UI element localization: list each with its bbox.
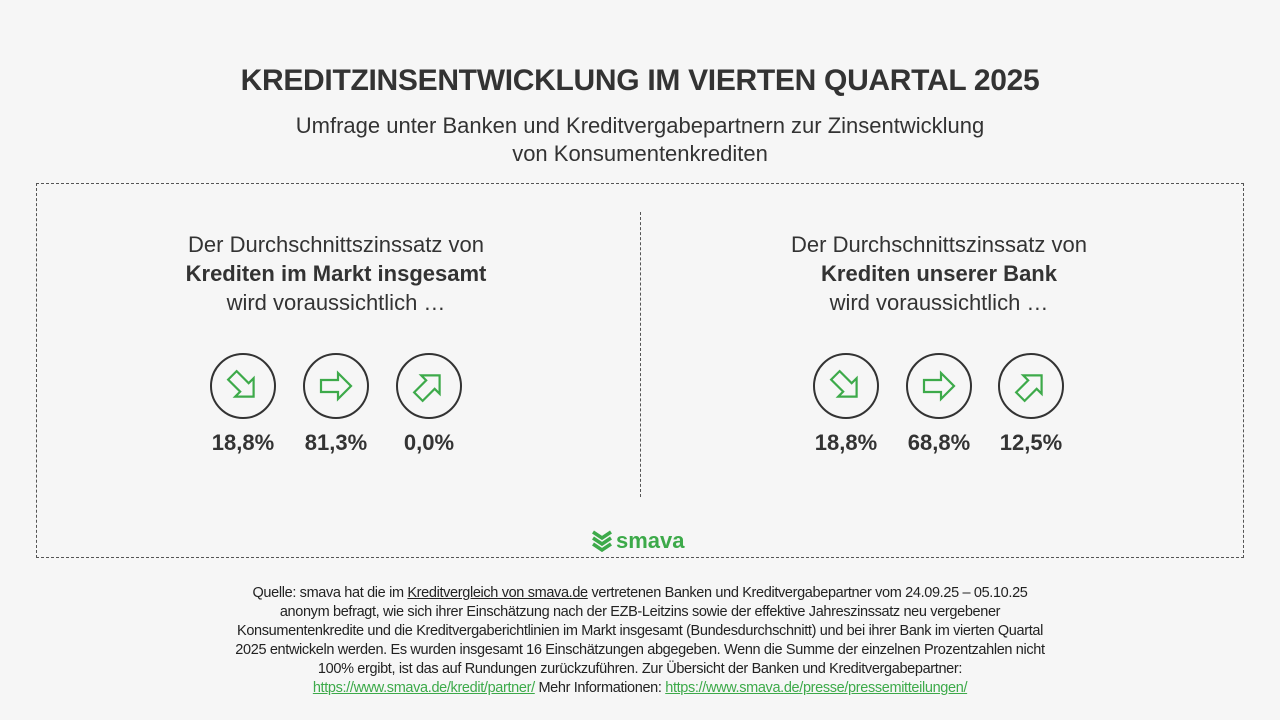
market-panel-heading: Der Durchschnittszinssatz von Krediten i… <box>136 230 536 317</box>
heading-line: Der Durchschnittszinssatz von <box>188 232 484 257</box>
smava-logo: smava <box>592 528 685 554</box>
heading-emphasis: Krediten im Markt insgesamt <box>185 261 487 286</box>
bank-increase-pct: 12,5% <box>999 430 1063 455</box>
market-stable-pct: 81,3% <box>304 430 368 455</box>
footnote-text: vertretenen Banken und Kreditvergabepart… <box>587 585 1028 601</box>
market-increase-pct: 0,0% <box>403 430 455 455</box>
bank-panel-heading: Der Durchschnittszinssatz von Krediten u… <box>739 230 1139 317</box>
footnote-text: Konsumentenkredite und die Kreditvergabe… <box>237 623 1043 639</box>
source-footnote: Quelle: smava hat die im Kreditvergleich… <box>0 584 1280 698</box>
partner-link[interactable]: https://www.smava.de/kredit/partner/ <box>312 680 535 696</box>
heading-line: wird voraussichtlich … <box>829 290 1049 315</box>
heading-line: Der Durchschnittszinssatz von <box>791 232 1087 257</box>
subtitle-line: Umfrage unter Banken und Kreditvergabepa… <box>295 113 985 138</box>
arrow-right-icon <box>906 353 972 419</box>
smava-chevrons-icon <box>592 530 612 552</box>
footnote-text: Quelle: smava hat die im <box>252 585 408 601</box>
press-link[interactable]: https://www.smava.de/presse/pressemittei… <box>665 680 968 696</box>
market-decrease-pct: 18,8% <box>211 430 275 455</box>
footnote-text: 2025 entwickeln werden. Es wurden insges… <box>235 642 1045 658</box>
arrow-up-right-icon <box>998 353 1064 419</box>
content-frame <box>36 183 1244 558</box>
arrow-right-icon <box>303 353 369 419</box>
divider <box>640 212 641 497</box>
footnote-text: 100% ergibt, ist das auf Rundungen zurüc… <box>317 661 963 677</box>
bank-stable-pct: 68,8% <box>907 430 971 455</box>
footnote-text: Mehr Informationen: <box>534 680 666 696</box>
logo-text: smava <box>616 528 685 553</box>
arrow-down-right-icon <box>813 353 879 419</box>
footnote-text: anonym befragt, wie sich ihrer Einschätz… <box>279 604 1001 620</box>
subtitle: Umfrage unter Banken und Kreditvergabepa… <box>0 112 1280 168</box>
page-title: KREDITZINSENTWICKLUNG IM VIERTEN QUARTAL… <box>240 64 1040 97</box>
bank-decrease-pct: 18,8% <box>814 430 878 455</box>
arrow-up-right-icon <box>396 353 462 419</box>
heading-line: wird voraussichtlich … <box>226 290 446 315</box>
heading-emphasis: Krediten unserer Bank <box>821 261 1057 286</box>
subtitle-line: von Konsumentenkrediten <box>512 141 768 166</box>
kreditvergleich-link[interactable]: Kreditvergleich von smava.de <box>407 585 588 601</box>
arrow-down-right-icon <box>210 353 276 419</box>
